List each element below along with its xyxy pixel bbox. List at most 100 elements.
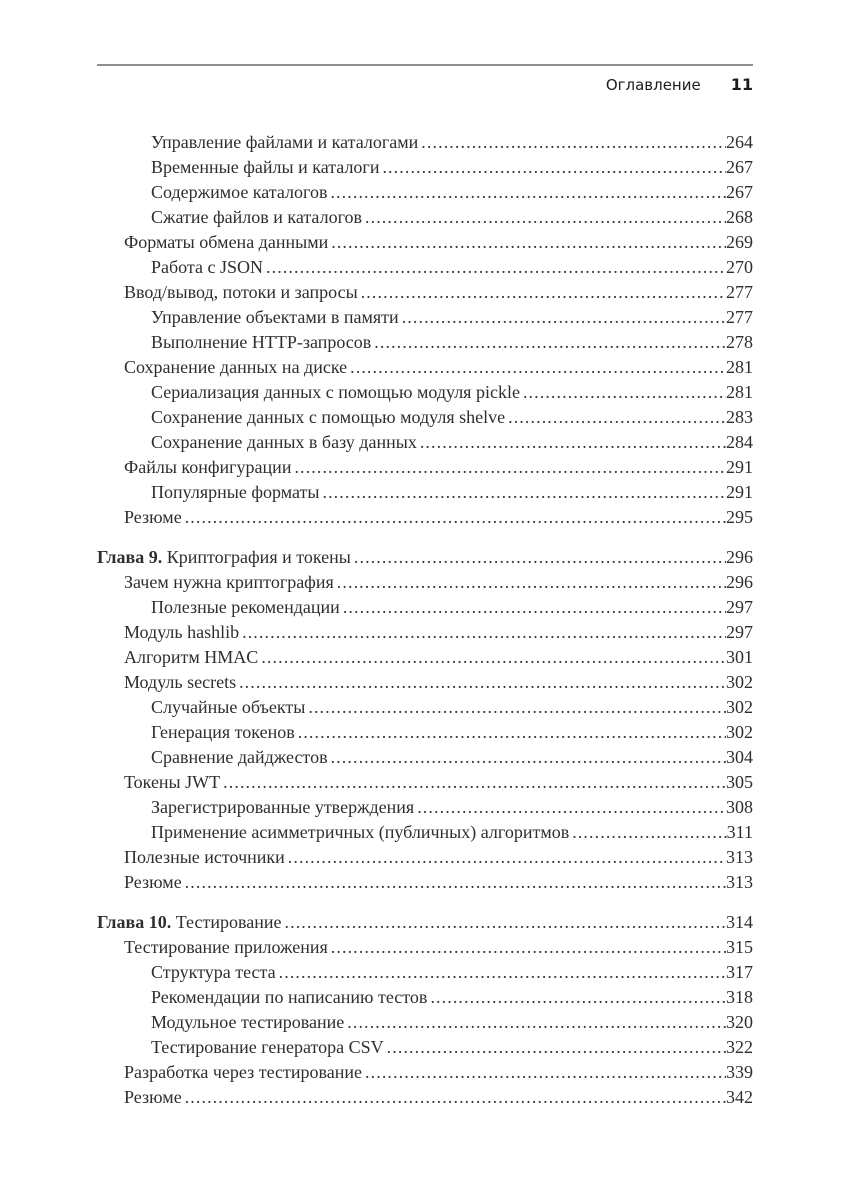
toc-entry-page: 284: [726, 432, 753, 452]
toc-entry-page: 283: [726, 407, 753, 427]
toc-entry-page: 339: [726, 1062, 753, 1082]
toc-entry-page: 267: [726, 157, 753, 177]
toc-entry-row: Файлы конфигурации 291: [97, 455, 753, 480]
toc-chapter-row: Глава 10. Тестирование 314: [97, 910, 753, 935]
toc-entry-row: Сравнение дайджестов 304: [97, 745, 753, 770]
toc-entry-page: 318: [726, 987, 753, 1007]
toc-entry-row: Форматы обмена данными 269: [97, 230, 753, 255]
toc-entry-row: Токены JWT 305: [97, 770, 753, 795]
toc-entry-title: Сравнение дайджестов: [151, 747, 328, 767]
toc-entry-row: Сохранение данных с помощью модуля shelv…: [97, 405, 753, 430]
toc-entry-page: 291: [726, 457, 753, 477]
toc-section: Глава 9. Криптография и токены 296 Зачем н…: [97, 545, 753, 895]
toc-entry-row: Содержимое каталогов 267: [97, 180, 753, 205]
toc-entry-title: Модуль secrets: [124, 672, 237, 692]
toc-entry-title: Резюме: [124, 507, 182, 527]
chapter-prefix: Глава 9.: [97, 547, 163, 567]
toc-entry-row: Модуль hashlib 297: [97, 620, 753, 645]
toc-entry-title: Модульное тестирование: [151, 1012, 345, 1032]
toc-entry-row: Сохранение данных в базу данных 284: [97, 430, 753, 455]
toc-entry-row: Модульное тестирование 320: [97, 1010, 753, 1035]
toc-entry-row: Тестирование приложения 315: [97, 935, 753, 960]
toc-entry-title: Резюме: [124, 1087, 182, 1107]
toc-entry-page: 304: [726, 747, 753, 767]
toc-entry-row: Применение асимметричных (публичных) алг…: [97, 820, 753, 845]
toc-entry-page: 291: [726, 482, 753, 502]
toc-entry-row: Зарегистрированные утверждения 308: [97, 795, 753, 820]
toc-entry-title: Работа с JSON: [151, 257, 263, 277]
toc-entry-page: 264: [726, 132, 753, 152]
toc-entry-title: Сохранение данных на диске: [124, 357, 348, 377]
toc-entry-title: Глава 9. Криптография и токены: [97, 547, 351, 567]
dot-leader: [331, 745, 726, 770]
toc-chapter-row: Глава 9. Криптография и токены 296: [97, 545, 753, 570]
toc-entry-page: 302: [726, 697, 753, 717]
toc-entry-page: 302: [726, 722, 753, 742]
toc-entry-row: Разработка через тестирование 339: [97, 1060, 753, 1085]
toc-entry-title: Файлы конфигурации: [124, 457, 292, 477]
chapter-prefix: Глава 10.: [97, 912, 172, 932]
dot-leader: [288, 845, 726, 870]
toc-entry-title: Модуль hashlib: [124, 622, 240, 642]
toc-entry-page: 295: [726, 507, 753, 527]
dot-leader: [508, 405, 726, 430]
toc-entry-title: Временные файлы и каталоги: [151, 157, 380, 177]
toc-entry-page: 315: [726, 937, 753, 957]
dot-leader: [242, 620, 726, 645]
dot-leader: [185, 870, 726, 895]
toc-entry-page: 301: [726, 647, 753, 667]
toc-entry-row: Управление объектами в памяти 277: [97, 305, 753, 330]
toc-entry-row: Случайные объекты 302: [97, 695, 753, 720]
toc-entry-title: Сохранение данных с помощью модуля shelv…: [151, 407, 506, 427]
toc-entry-title: Содержимое каталогов: [151, 182, 328, 202]
dot-leader: [361, 280, 726, 305]
toc-entry-title: Случайные объекты: [151, 697, 306, 717]
toc-entry-title: Тестирование генератора CSV: [151, 1037, 384, 1057]
toc-entry-title: Ввод/вывод, потоки и запросы: [124, 282, 358, 302]
page-header: Оглавление 11: [97, 64, 753, 94]
dot-leader: [185, 505, 726, 530]
dot-leader: [266, 255, 726, 280]
toc-entry-title: Форматы обмена данными: [124, 232, 329, 252]
toc-entry-page: 268: [726, 207, 753, 227]
dot-leader: [365, 1060, 726, 1085]
dot-leader: [347, 1010, 726, 1035]
toc-entry-row: Резюме 295: [97, 505, 753, 530]
toc-entry-row: Зачем нужна криптография 296: [97, 570, 753, 595]
toc-entry-page: 314: [726, 912, 753, 932]
dot-leader: [331, 230, 726, 255]
toc-entry-title: Полезные рекомендации: [151, 597, 340, 617]
toc-entry-page: 302: [726, 672, 753, 692]
toc-entry-row: Рекомендации по написанию тестов 318: [97, 985, 753, 1010]
dot-leader: [298, 720, 726, 745]
toc-entry-page: 308: [726, 797, 753, 817]
toc-entry-title: Токены JWT: [124, 772, 221, 792]
dot-leader: [354, 545, 726, 570]
toc-entry-page: 297: [726, 597, 753, 617]
toc-entry-page: 305: [726, 772, 753, 792]
page-content: Оглавление 11 Управление файлами и катал…: [97, 64, 753, 1110]
dot-leader: [421, 130, 726, 155]
toc-entry-row: Алгоритм HMAC 301: [97, 645, 753, 670]
toc-entry-row: Резюме 342: [97, 1085, 753, 1110]
toc-entry-row: Работа с JSON 270: [97, 255, 753, 280]
toc-entry-page: 320: [726, 1012, 753, 1032]
toc-entry-title: Разработка через тестирование: [124, 1062, 363, 1082]
dot-leader: [185, 1085, 726, 1110]
toc-entry-title: Популярные форматы: [151, 482, 320, 502]
dot-leader: [294, 455, 726, 480]
dot-leader: [387, 1035, 726, 1060]
toc-entry-row: Сериализация данных с помощью модуля pic…: [97, 380, 753, 405]
toc-section: Глава 10. Тестирование 314 Тестирование пр…: [97, 910, 753, 1110]
toc-entry-row: Сжатие файлов и каталогов 268: [97, 205, 753, 230]
toc-entry-title: Структура теста: [151, 962, 276, 982]
toc-entry-title: Алгоритм HMAC: [124, 647, 259, 667]
toc-entry-row: Тестирование генератора CSV 322: [97, 1035, 753, 1060]
toc-entry-page: 270: [726, 257, 753, 277]
toc-entry-page: 281: [726, 382, 753, 402]
toc-entry-title: Применение асимметричных (публичных) алг…: [151, 822, 570, 842]
toc-entry-row: Модуль secrets 302: [97, 670, 753, 695]
toc-entry-page: 296: [726, 547, 753, 567]
dot-leader: [285, 910, 727, 935]
toc-entry-row: Полезные источники 313: [97, 845, 753, 870]
